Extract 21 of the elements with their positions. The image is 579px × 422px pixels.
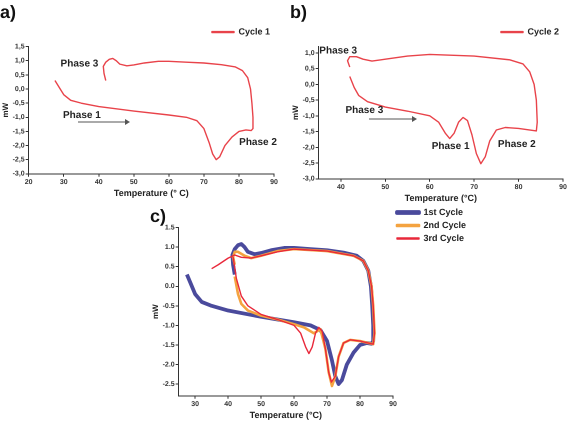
chart-title: c) [150, 206, 166, 226]
x-axis-title: Temperature (°C) [250, 410, 322, 420]
y-axis-title: mW [291, 104, 300, 120]
annotation: Phase 3 [345, 105, 384, 116]
y-axis-title: mW [1, 102, 10, 118]
annotation: Phase 3 [60, 58, 99, 70]
chart-title: a) [0, 2, 16, 22]
legend-label: Cycle 2 [527, 26, 560, 37]
x-axis-title: Temperature (° C) [114, 188, 189, 198]
legend-label: 2nd Cycle [424, 220, 466, 230]
x-axis-title: Temperature (°C) [404, 193, 478, 204]
legend-label: 3rd Cycle [424, 232, 464, 243]
legend-label: Cycle 1 [238, 26, 270, 37]
annotation: Phase 2 [498, 138, 536, 150]
y-axis-title: mW [151, 304, 160, 320]
legend-label: 1st Cycle [424, 206, 464, 217]
chart-title: b) [290, 2, 307, 22]
annotation: Phase 1 [62, 110, 102, 121]
annotation: Phase 2 [239, 136, 278, 148]
annotation: Phase 1 [432, 140, 470, 152]
annotation: Phase 3 [319, 45, 358, 56]
